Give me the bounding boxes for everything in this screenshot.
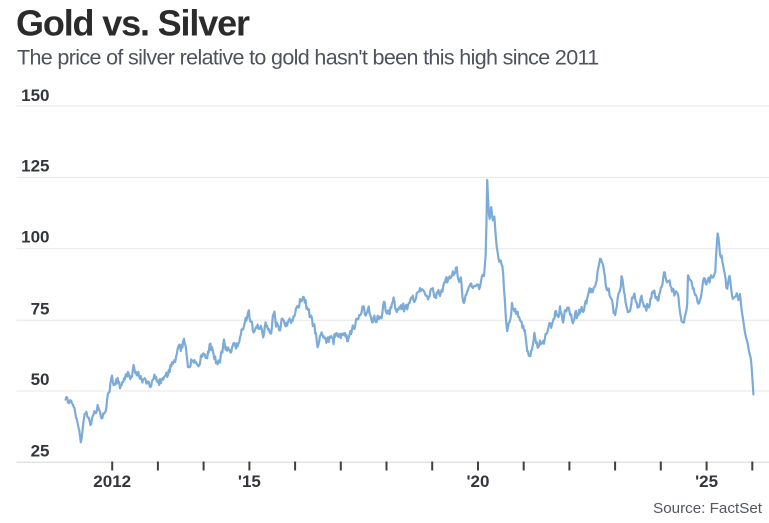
svg-text:Gold vs. Silver: Gold vs. Silver	[16, 3, 250, 44]
svg-text:50: 50	[31, 370, 50, 389]
svg-text:'15: '15	[238, 472, 261, 491]
svg-text:150: 150	[21, 86, 49, 105]
svg-text:Source: FactSet: Source: FactSet	[653, 500, 763, 517]
svg-text:100: 100	[21, 228, 49, 247]
svg-text:'20: '20	[467, 472, 490, 491]
svg-text:The price of silver relative t: The price of silver relative to gold has…	[17, 45, 599, 69]
svg-text:'25: '25	[695, 472, 718, 491]
svg-text:2012: 2012	[93, 472, 131, 491]
svg-text:25: 25	[31, 441, 50, 460]
svg-text:75: 75	[31, 299, 50, 318]
svg-text:125: 125	[21, 156, 49, 175]
